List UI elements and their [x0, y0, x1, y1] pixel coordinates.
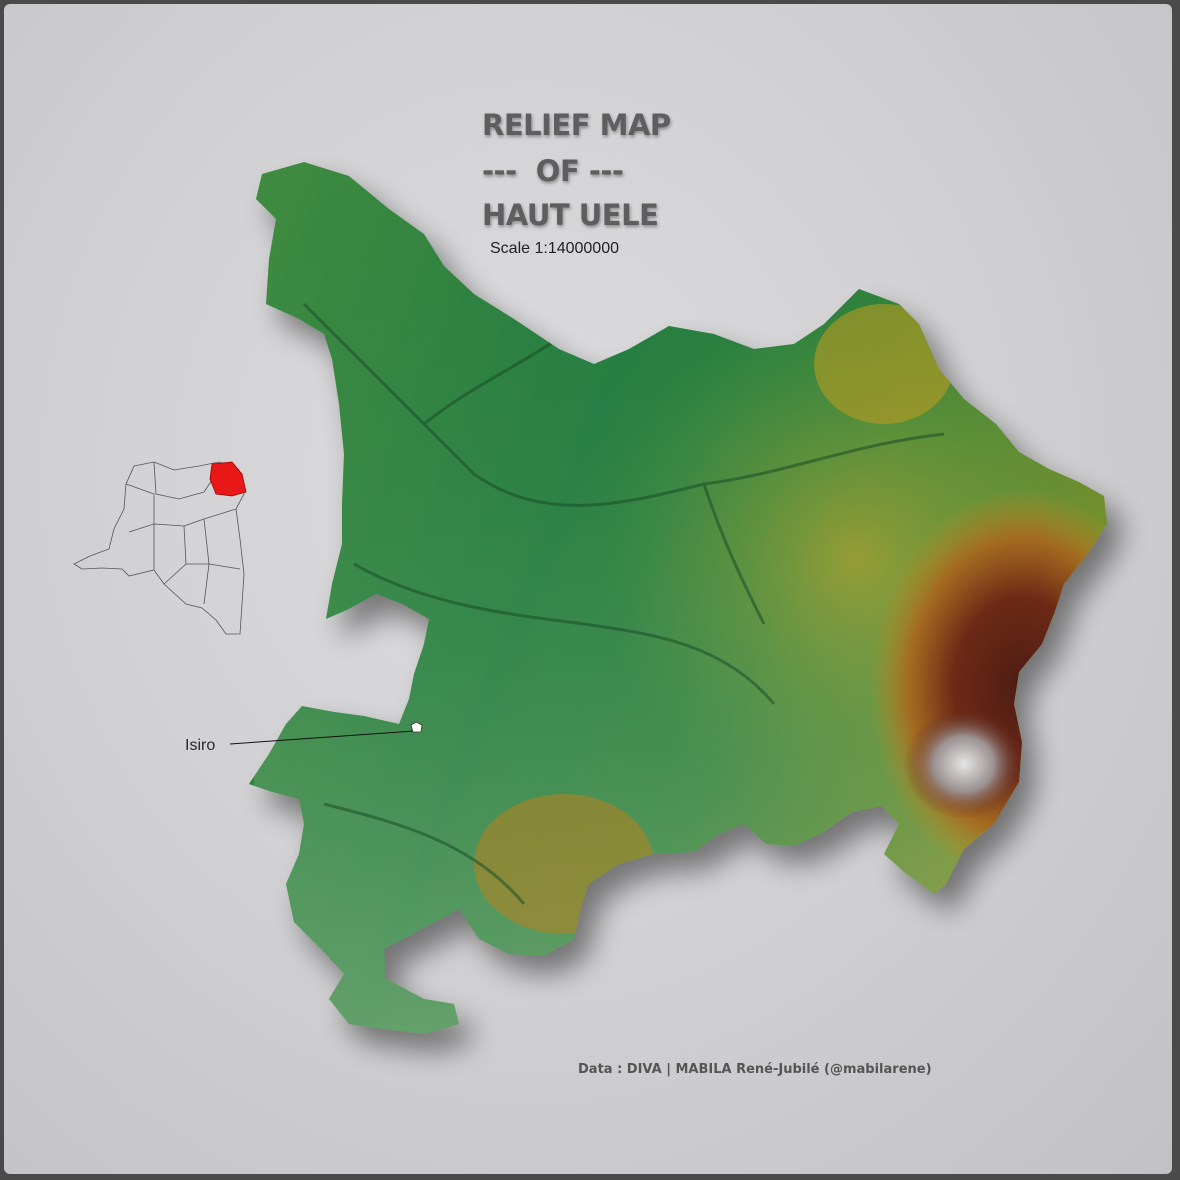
map-title-line-1: RELIEF MAP [482, 108, 671, 142]
drc-inset-map [73, 461, 247, 635]
isiro-marker [229, 721, 423, 745]
map-title-line-3: HAUT UELE [482, 198, 659, 232]
haut-uele-highlight [209, 461, 247, 497]
map-title-line-2: --- OF --- [482, 154, 624, 188]
map-scale: Scale 1:14000000 [490, 240, 619, 257]
map-canvas: RELIEF MAP --- OF --- HAUT UELE Scale 1:… [4, 4, 1172, 1174]
relief-map [73, 162, 1107, 1034]
data-credit: Data : DIVA | MABILA René-Jubilé (@mabil… [578, 1062, 932, 1077]
elevation-layers [254, 162, 1107, 1034]
river-network [302, 302, 945, 905]
city-label-isiro: Isiro [185, 737, 216, 754]
